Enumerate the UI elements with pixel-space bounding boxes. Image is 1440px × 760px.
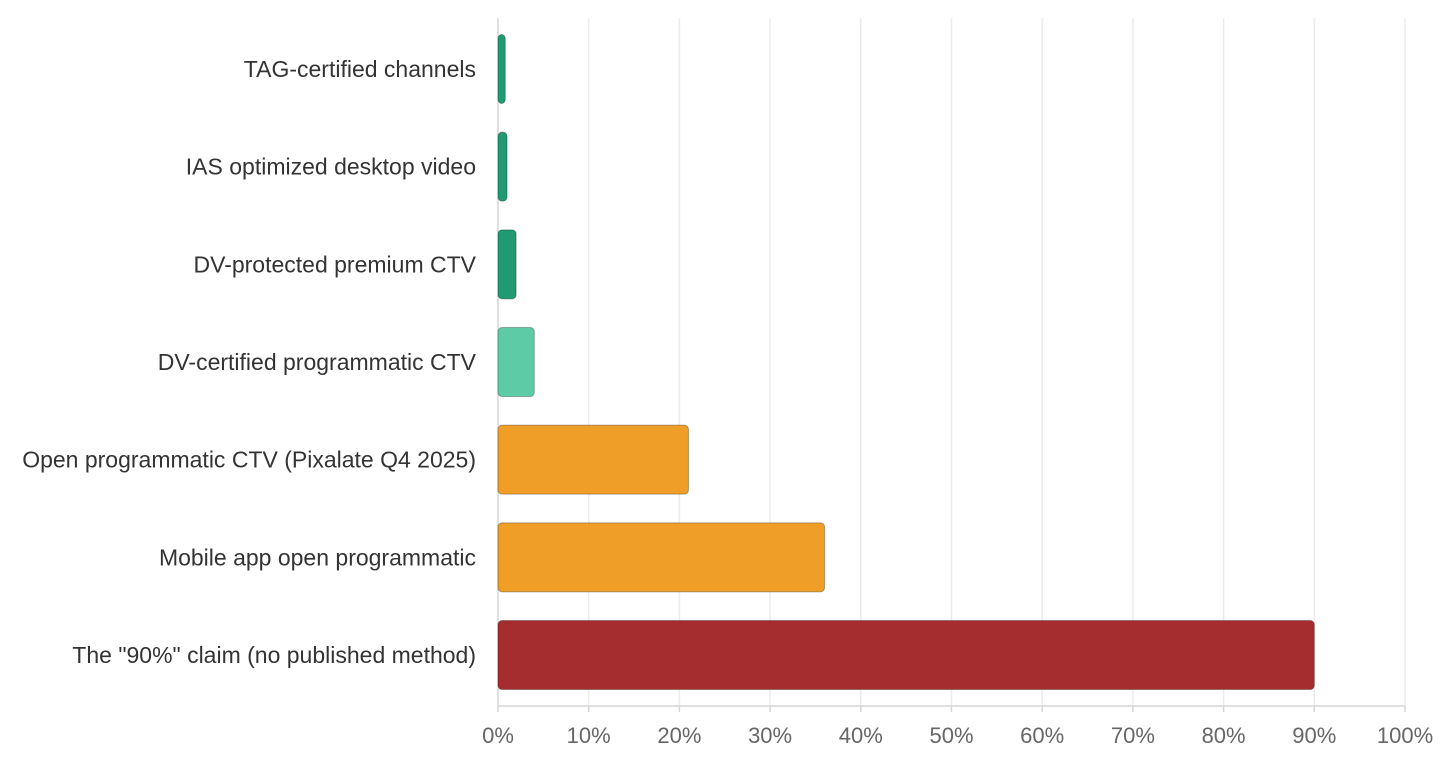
x-tick-label: 60% bbox=[1020, 723, 1064, 748]
x-tick-label: 10% bbox=[567, 723, 611, 748]
x-tick-label: 30% bbox=[748, 723, 792, 748]
category-label: The "90%" claim (no published method) bbox=[72, 642, 476, 668]
category-label: TAG-certified channels bbox=[244, 56, 476, 82]
category-label: DV-certified programmatic CTV bbox=[158, 349, 477, 375]
bar bbox=[497, 327, 535, 398]
bar bbox=[497, 424, 689, 495]
bar bbox=[497, 131, 508, 202]
x-tick-label: 20% bbox=[657, 723, 701, 748]
x-tick-label: 40% bbox=[839, 723, 883, 748]
x-tick-label: 0% bbox=[482, 723, 514, 748]
bar bbox=[497, 522, 826, 593]
x-tick-label: 100% bbox=[1377, 723, 1433, 748]
x-tick-label: 50% bbox=[929, 723, 973, 748]
x-tick-label: 80% bbox=[1202, 723, 1246, 748]
category-label: Mobile app open programmatic bbox=[159, 544, 476, 570]
category-label: IAS optimized desktop video bbox=[186, 154, 476, 180]
bar bbox=[497, 34, 506, 104]
category-label: Open programmatic CTV (Pixalate Q4 2025) bbox=[22, 447, 476, 473]
bar bbox=[497, 229, 517, 300]
x-tick-label: 90% bbox=[1292, 723, 1336, 748]
bar bbox=[497, 620, 1315, 691]
x-tick-label: 70% bbox=[1111, 723, 1155, 748]
category-label: DV-protected premium CTV bbox=[194, 251, 477, 277]
